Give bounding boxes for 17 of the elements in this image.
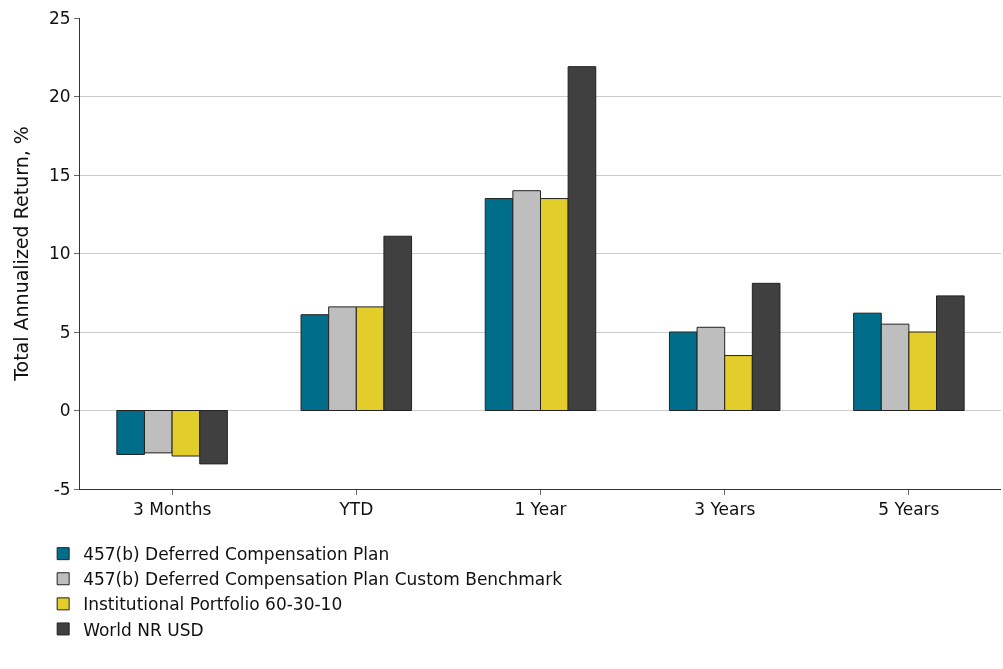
- y-tick-label: 20: [48, 86, 71, 107]
- legend-label: Institutional Portfolio 60-30-10: [83, 594, 343, 615]
- y-tick-label: 15: [48, 164, 71, 185]
- legend-label: 457(b) Deferred Compensation Plan Custom Benchmark: [83, 569, 563, 590]
- y-tick-label: 25: [48, 7, 71, 28]
- y-tick-label: 10: [48, 243, 71, 264]
- x-tick-label: 3 Months: [132, 499, 212, 520]
- y-tick-label: 5: [59, 321, 71, 342]
- y-axis-title: Total Annualized Return, %: [9, 126, 32, 382]
- legend-label: 457(b) Deferred Compensation Plan: [83, 544, 390, 565]
- y-tick-label: -5: [53, 478, 71, 499]
- y-tick-label: 0: [59, 400, 71, 421]
- x-tick-label: 5 Years: [878, 499, 940, 520]
- x-tick-label: 3 Years: [694, 499, 756, 520]
- x-tick-label: 1 Year: [514, 499, 567, 520]
- x-tick-label: YTD: [338, 499, 374, 520]
- legend-label: World NR USD: [83, 619, 204, 640]
